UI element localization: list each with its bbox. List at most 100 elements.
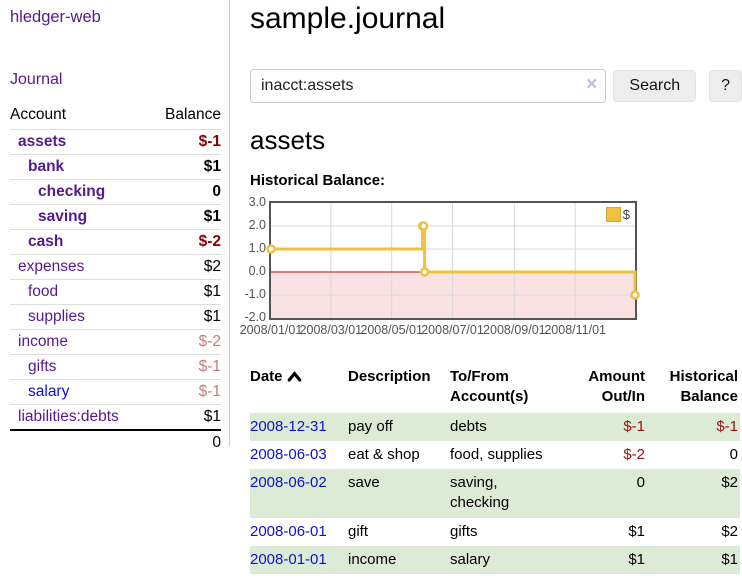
account-link-liabilities-debts[interactable]: liabilities:debts <box>18 408 119 425</box>
account-balance: $-1 <box>149 379 221 405</box>
transaction-date-link[interactable]: 2008-06-03 <box>250 445 327 463</box>
account-link-gifts[interactable]: gifts <box>28 358 57 375</box>
account-balance: $1 <box>149 279 221 305</box>
transaction-balance: $2 <box>721 474 738 491</box>
account-row: saving $1 <box>10 204 221 230</box>
register-row[interactable]: 2008-06-02 save saving, checking 0 $2 <box>250 469 740 518</box>
transaction-balance: $2 <box>721 522 738 540</box>
search-input[interactable] <box>250 69 607 103</box>
accounts-header-account: Account <box>10 106 67 123</box>
search-button[interactable]: Search <box>613 70 697 102</box>
x-tick-label: 2008/07/01 <box>421 323 484 337</box>
account-row: food $1 <box>10 279 221 305</box>
x-tick-label: 2008/01/01 <box>239 323 303 337</box>
account-row: checking 0 <box>10 179 221 205</box>
account-row: salary $-1 <box>10 379 221 405</box>
y-tick-label: -1.0 <box>244 287 266 301</box>
register-row[interactable]: 2008-06-03 eat & shop food, supplies $-2… <box>250 441 740 469</box>
account-balance: 0 <box>149 179 221 205</box>
transaction-description: pay off <box>348 417 393 435</box>
register-row[interactable]: 2008-12-31 pay off debts $-1 $-1 <box>250 412 740 441</box>
account-row: income $-2 <box>10 329 221 355</box>
account-row: assets $-1 <box>10 129 221 155</box>
transaction-date-link[interactable]: 2008-01-01 <box>250 550 327 568</box>
accounts-total-row: 0 <box>10 429 221 455</box>
transaction-amount: $-1 <box>623 417 645 435</box>
transaction-accounts: debts <box>450 417 487 435</box>
register-header-description: Description <box>348 368 431 385</box>
account-balance: $2 <box>149 254 221 280</box>
transaction-date-link[interactable]: 2008-06-02 <box>250 474 327 491</box>
transaction-description: income <box>348 550 397 568</box>
main-content: sample.journal × Search ? assets Histori… <box>240 0 742 574</box>
chart-title: Historical Balance: <box>250 172 386 189</box>
transaction-accounts: saving, checking <box>450 474 510 512</box>
transaction-amount: $1 <box>628 522 645 540</box>
legend-swatch-icon <box>605 207 621 222</box>
y-tick-label: -2.0 <box>244 310 266 324</box>
transaction-date-link[interactable]: 2008-12-31 <box>250 417 327 435</box>
transaction-description: save <box>348 474 380 491</box>
transaction-date-link[interactable]: 2008-06-01 <box>250 522 327 540</box>
transaction-description: eat & shop <box>348 445 420 463</box>
brand-link[interactable]: hledger-web <box>10 8 101 26</box>
accounts-header-balance: Balance <box>164 106 221 123</box>
account-link-cash[interactable]: cash <box>28 233 64 250</box>
account-row: expenses $2 <box>10 254 221 280</box>
transaction-description: gift <box>348 522 369 540</box>
x-tick-label: 2008/09/01 <box>483 323 546 337</box>
account-balance: $1 <box>149 404 221 430</box>
register-header-amount: Amount Out/In <box>588 368 645 406</box>
transaction-accounts: salary <box>450 550 491 568</box>
y-tick-label: 2.0 <box>248 218 266 232</box>
account-row: bank $1 <box>10 154 221 180</box>
accounts-table: Account Balance assets $-1 bank $1 checkin… <box>10 103 221 455</box>
account-link-bank[interactable]: bank <box>28 158 65 175</box>
register-row[interactable]: 2008-06-01 gift gifts $1 $2 <box>250 518 740 546</box>
chart-plot-area[interactable]: $ <box>266 201 640 320</box>
register-row[interactable]: 2008-01-01 income salary $1 $1 <box>250 545 740 574</box>
date-header-label: Date <box>250 368 283 385</box>
account-link-checking[interactable]: checking <box>38 183 106 200</box>
transaction-amount: $1 <box>628 550 645 568</box>
account-link-salary[interactable]: salary <box>28 383 70 400</box>
account-link-saving[interactable]: saving <box>38 208 88 225</box>
sidebar: hledger-web Journal Account Balance asse… <box>0 0 230 455</box>
transaction-balance: $-1 <box>716 417 738 435</box>
account-row: supplies $1 <box>10 304 221 330</box>
sidebar-item-journal[interactable]: Journal <box>10 71 63 88</box>
account-page-title: assets <box>250 125 326 155</box>
transaction-accounts: gifts <box>450 522 478 540</box>
chart-legend: $ <box>603 206 632 223</box>
y-tick-label: 3.0 <box>248 195 266 209</box>
account-link-income[interactable]: income <box>18 333 68 350</box>
account-balance: $1 <box>149 304 221 330</box>
balance-chart: $ 3.0 2.0 1.0 0.0 -1.0 -2.0 2008/01/01 2008/03… <box>239 195 742 345</box>
account-link-assets[interactable]: assets <box>18 133 67 150</box>
y-tick-label: 1.0 <box>248 241 266 255</box>
x-tick-label: 2008/05/01 <box>360 323 423 337</box>
transaction-amount: 0 <box>636 474 645 491</box>
sort-ascending-icon <box>287 371 301 382</box>
help-button[interactable]: ? <box>709 70 742 102</box>
transaction-balance: $1 <box>721 550 738 568</box>
clear-search-icon[interactable]: × <box>586 74 598 95</box>
transaction-accounts: food, supplies <box>450 445 543 463</box>
account-balance: $-2 <box>149 329 221 355</box>
account-link-food[interactable]: food <box>28 283 59 300</box>
page-title: sample.journal <box>250 2 446 35</box>
account-link-supplies[interactable]: supplies <box>28 308 85 325</box>
accounts-total: 0 <box>149 429 221 455</box>
account-balance: $-2 <box>149 229 221 255</box>
transaction-balance: 0 <box>729 445 738 463</box>
account-balance: $1 <box>149 154 221 180</box>
account-link-expenses[interactable]: expenses <box>18 258 85 275</box>
y-tick-label: 0.0 <box>248 264 266 278</box>
chart-svg <box>266 203 640 318</box>
account-row: cash $-2 <box>10 229 221 255</box>
register-header-accounts: To/From Account(s) <box>450 368 529 406</box>
account-row: liabilities:debts $1 <box>10 404 221 430</box>
x-tick-label: 2008/11/01 <box>544 323 606 337</box>
transaction-amount: $-2 <box>623 445 645 463</box>
register-header-date[interactable]: Date <box>250 365 348 413</box>
